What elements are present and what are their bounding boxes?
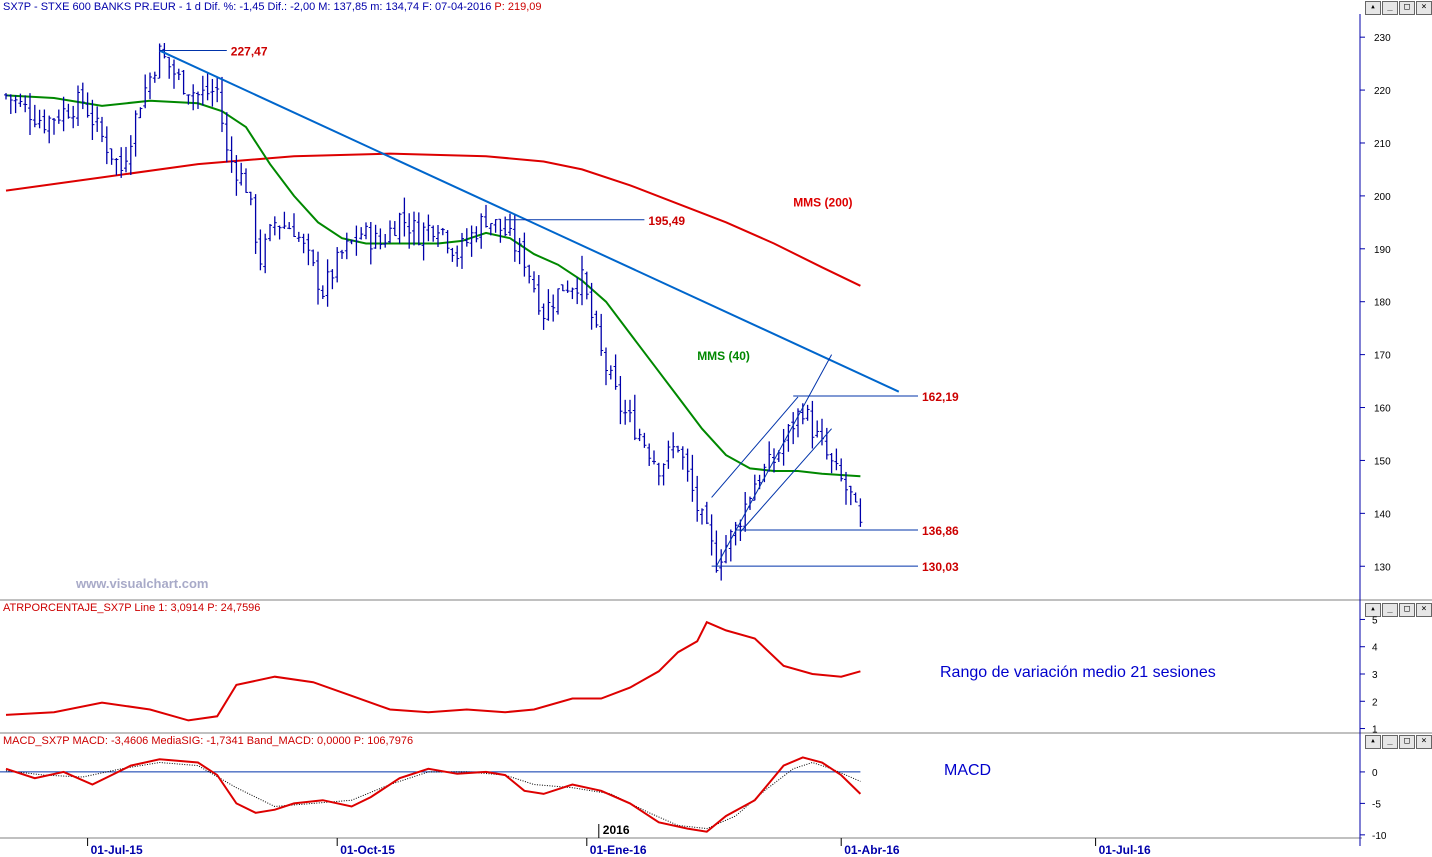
x-tick-label: 01-Jul-15 (91, 843, 143, 857)
channel-inner-line (711, 396, 799, 498)
y-tick-label: 150 (1374, 456, 1391, 467)
y-tick-label: 190 (1374, 245, 1391, 256)
y-tick-label: 160 (1374, 404, 1391, 415)
series-label: MMS (200) (793, 195, 852, 209)
macd-panel-window-buttons: ▴ _ □ × (1365, 735, 1432, 749)
macd-annotation: MACD (944, 762, 992, 779)
minimize-button[interactable]: _ (1382, 735, 1398, 749)
x-tick-label: 01-Abr-16 (844, 843, 900, 857)
x-tick-label: 01-Ene-16 (590, 843, 647, 857)
y-tick-label: 4 (1372, 643, 1378, 654)
x-tick-label: 01-Jul-16 (1099, 843, 1151, 857)
y-tick-label: 0 (1372, 768, 1378, 779)
price-title: SX7P - STXE 600 BANKS PR.EUR - 1 d (3, 1, 201, 13)
y-tick-label: 5 (1372, 615, 1378, 626)
y-tick-label: -5 (1372, 799, 1381, 810)
channel-lower-line (740, 428, 832, 533)
y-tick-label: 180 (1374, 298, 1391, 309)
atr-annotation: Rango de variación medio 21 sesiones (940, 664, 1216, 681)
y-tick-label: 140 (1374, 509, 1391, 520)
price-panel-window-buttons: ▴ _ □ × (1365, 1, 1432, 15)
y-tick-label: 200 (1374, 192, 1391, 203)
macd-line (5, 756, 862, 833)
level-label: 162,19 (922, 390, 959, 404)
y-tick-label: 210 (1374, 139, 1391, 150)
maximize-button[interactable]: □ (1399, 1, 1415, 15)
y-tick-label: 170 (1374, 351, 1391, 362)
maximize-button[interactable]: □ (1399, 735, 1415, 749)
y-tick-label: -10 (1372, 831, 1387, 842)
y-tick-label: 3 (1372, 670, 1378, 681)
y-tick-label: 220 (1374, 86, 1391, 97)
level-label: 136,86 (922, 524, 959, 538)
y-tick-label: 1 (1372, 725, 1378, 736)
mms200-line (5, 152, 861, 287)
atr-panel-header: ATRPORCENTAJE_SX7P Line 1: 3,0914 P: 24,… (3, 602, 261, 614)
y-tick-label: 230 (1374, 33, 1391, 44)
minimize-button[interactable]: _ (1382, 603, 1398, 617)
price-stats: Dif. %: -1,45 Dif.: -2,00 M: 137,85 m: 1… (203, 1, 492, 13)
close-button[interactable]: × (1416, 735, 1432, 749)
level-label: 130,03 (922, 560, 959, 574)
macd-panel-header: MACD_SX7P MACD: -3,4606 MediaSIG: -1,734… (3, 735, 414, 747)
minimize-button[interactable]: _ (1382, 1, 1398, 15)
level-label: 195,49 (648, 214, 685, 228)
panel-up-button[interactable]: ▴ (1365, 1, 1381, 15)
x-tick-label: 01-Oct-15 (340, 843, 395, 857)
watermark: www.visualchart.com (76, 576, 209, 591)
mms40-line (5, 94, 861, 478)
main-downtrend-line (159, 49, 900, 393)
panel-up-button[interactable]: ▴ (1365, 603, 1381, 617)
y-tick-label: 2 (1372, 697, 1378, 708)
atr-panel-window-buttons: ▴ _ □ × (1365, 603, 1432, 617)
series-label: MMS (40) (697, 349, 750, 363)
channel-upper-line (715, 354, 833, 567)
year-marker-label: 2016 (603, 823, 630, 837)
maximize-button[interactable]: □ (1399, 603, 1415, 617)
level-label: 227,47 (231, 45, 268, 59)
price-last: P: 219,09 (494, 1, 542, 13)
price-panel-header: SX7P - STXE 600 BANKS PR.EUR - 1 d Dif. … (3, 1, 541, 15)
atr-line (5, 620, 861, 722)
y-tick-label: 130 (1374, 562, 1391, 573)
panel-up-button[interactable]: ▴ (1365, 735, 1381, 749)
ohlc-bars (4, 42, 863, 581)
